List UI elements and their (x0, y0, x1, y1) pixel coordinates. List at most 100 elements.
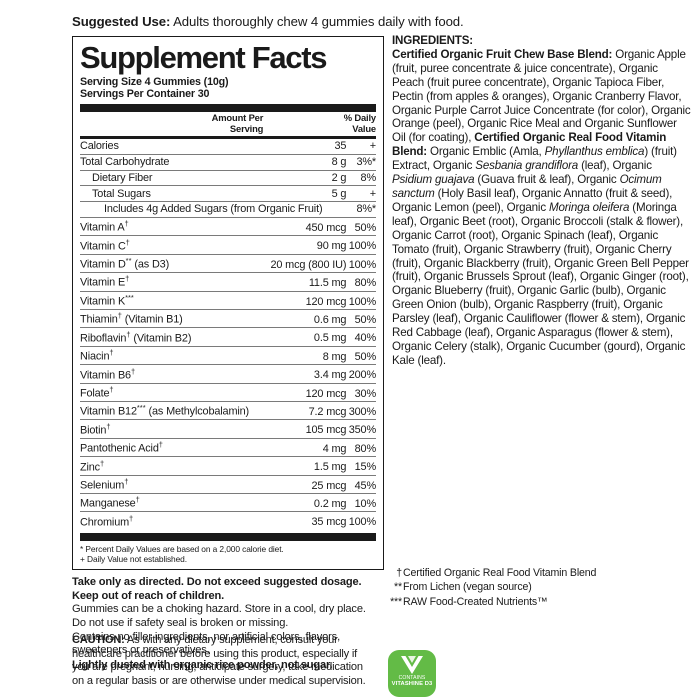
legend-block: †Certified Organic Real Food Vitamin Ble… (380, 566, 692, 609)
nutrient-amount: 0.2 mg (263, 492, 346, 512)
table-row: Biotin† 105 mcg 350% (80, 419, 376, 439)
table-row: Vitamin A† 450 mcg 50% (80, 216, 376, 236)
table-row: Vitamin C† 90 mg 100% (80, 235, 376, 255)
suggested-use-text: Adults thoroughly chew 4 gummies daily w… (170, 14, 464, 29)
nutrient-rows-body: Calories 35 + Total Carbohydrate 8 g 3%* Dieta… (80, 139, 376, 530)
nutrient-amount: 35 mcg (263, 511, 346, 530)
header-dv-line1: % Daily (343, 112, 376, 124)
nutrient-amount: 4 mg (263, 437, 346, 457)
footnote-marker: † (106, 421, 111, 431)
table-row: Manganese† 0.2 mg 10% (80, 492, 376, 512)
fruit-chew-base-label: Certified Organic Fruit Chew Base Blend: (392, 47, 613, 61)
nutrient-name: Includes 4g Added Sugars (from Organic F… (80, 201, 347, 218)
nutrient-daily-value: 50% (346, 216, 376, 236)
nutrient-daily-value: 100% (346, 235, 376, 255)
legend-item: ***RAW Food-Created Nutrients™ (380, 595, 692, 609)
footnote-marker: † (126, 329, 131, 339)
supplement-facts-panel: Supplement Facts Serving Size 4 Gummies … (72, 36, 384, 571)
table-row: Vitamin B12*** (as Methylcobalamin) 7.2 m… (80, 400, 376, 420)
note-take-as-directed: Take only as directed. Do not exceed sug… (72, 576, 362, 589)
footnote-marker: † (124, 219, 129, 229)
table-row: Includes 4g Added Sugars (from Organic F… (80, 201, 376, 218)
blend2-part4: (Guava fruit & leaf), Organic (474, 173, 620, 187)
legend-mark-double-star: ** (394, 581, 402, 594)
latin-ocimum-sanctum: Ocimum sanctum (392, 173, 662, 200)
nutrient-daily-value: 350% (346, 419, 376, 439)
nutrient-name: Vitamin E† (80, 272, 264, 291)
nutrient-name: Vitamin A† (80, 216, 264, 236)
ingredients-heading: INGREDIENTS: (392, 34, 473, 47)
nutrient-name: Total Sugars (80, 185, 264, 202)
nutrient-amount: 8 g (263, 153, 346, 171)
table-row: Vitamin D** (as D3) 20 mcg (800 IU) 100% (80, 253, 376, 273)
footnote-marker: *** (136, 403, 146, 413)
note-choking-hazard: Gummies can be a choking hazard. Store i… (72, 603, 366, 616)
nutrient-daily-value: 50% (346, 345, 376, 365)
nutrient-daily-value: 8%* (346, 201, 376, 218)
nutrient-name: Thiamin† (Vitamin B1) (80, 308, 264, 328)
table-row: Total Carbohydrate 8 g 3%* (80, 153, 376, 171)
nutrient-daily-value: 8% (346, 169, 376, 186)
footnote-marker: † (124, 476, 129, 486)
nutrient-daily-value: 300% (346, 400, 376, 420)
nutrition-table: Amount Per Serving % Daily Value (80, 112, 377, 136)
suggested-use-label: Suggested Use: (72, 14, 171, 29)
nutrient-amount: 105 mcg (263, 419, 346, 439)
table-footnotes: * Percent Daily Values are based on a 2,… (80, 541, 376, 564)
nutrient-name: Vitamin D** (as D3) (80, 253, 264, 273)
nutrient-daily-value: + (346, 185, 376, 202)
vitashine-d3-badge: CONTAINS VITASHINE D3 (388, 650, 436, 697)
caution-text: As with any dietary supplement, consult … (72, 634, 366, 687)
nutrient-daily-value: 30% (346, 382, 376, 402)
caution-block: CAUTION: As with any dietary supplement,… (72, 634, 372, 688)
nutrient-name: Vitamin C† (80, 235, 264, 255)
table-row: Thiamin† (Vitamin B1) 0.6 mg 50% (80, 308, 376, 328)
legend-mark-dagger: † (396, 567, 402, 579)
table-row: Vitamin B6† 3.4 mg 200% (80, 364, 376, 384)
supplement-facts-title: Supplement Facts (80, 40, 328, 75)
nutrient-name: Chromium† (80, 511, 264, 530)
footnote-marker: † (109, 384, 114, 394)
table-row: Riboflavin† (Vitamin B2) 0.5 mg 40% (80, 327, 376, 347)
footnote-marker: † (129, 513, 134, 523)
footnote-marker: † (109, 348, 114, 358)
nutrient-daily-value: 3%* (346, 153, 376, 171)
nutrient-daily-value: 200% (346, 364, 376, 384)
footnote-marker: † (158, 440, 163, 450)
badge-line2: VITASHINE D3 (391, 681, 433, 688)
nutrient-name: Vitamin B6† (80, 364, 264, 384)
footnote-marker: † (135, 495, 140, 505)
nutrient-amount: 1.5 mg (263, 456, 346, 476)
note-safety-seal: Do not use if safety seal is broken or m… (72, 616, 289, 629)
nutrient-amount: 8 mg (263, 345, 346, 365)
legend-text-triple-star: RAW Food-Created Nutrients™ (403, 595, 548, 608)
nutrient-name: Biotin† (80, 419, 264, 439)
nutrient-amount: 120 mcg (263, 290, 346, 310)
table-row: Chromium† 35 mcg 100% (80, 511, 376, 530)
thick-rule-top (80, 103, 376, 112)
nutrient-rows-table: Calories 35 + Total Carbohydrate 8 g 3%* Dieta… (80, 139, 376, 530)
nutrient-daily-value: 15% (346, 456, 376, 476)
table-row: Calories 35 + (80, 139, 376, 154)
table-header-row: Amount Per Serving % Daily Value (80, 112, 377, 136)
badge-line1: CONTAINS (398, 675, 426, 681)
serving-size: Serving Size 4 Gummies (10g) (80, 76, 229, 88)
footnote-asterisk: * Percent Daily Values are based on a 2,… (80, 543, 284, 554)
footnote-marker: ** (125, 256, 132, 266)
table-row: Zinc† 1.5 mg 15% (80, 456, 376, 476)
table-row: Vitamin K*** 120 mcg 100% (80, 290, 376, 310)
table-row: Dietary Fiber 2 g 8% (80, 169, 376, 186)
nutrient-daily-value: 100% (346, 290, 376, 310)
ingredients-column: INGREDIENTS: Certified Organic Fruit Che… (392, 34, 692, 368)
nutrient-amount: 25 mcg (263, 474, 346, 494)
blend2-part2: ) (fruit) Extract, Organic (392, 145, 677, 173)
badge-text: CONTAINS VITASHINE D3 (388, 675, 436, 688)
footnote-marker: *** (125, 292, 134, 302)
header-amount-per-serving: Amount Per Serving (80, 112, 267, 136)
table-row: Folate† 120 mcg 30% (80, 382, 376, 402)
footnote-marker: † (117, 311, 122, 321)
nutrient-amount: 90 mg (263, 235, 346, 255)
nutrient-amount: 0.6 mg (263, 308, 346, 328)
nutrient-amount: 11.5 mg (263, 272, 346, 291)
